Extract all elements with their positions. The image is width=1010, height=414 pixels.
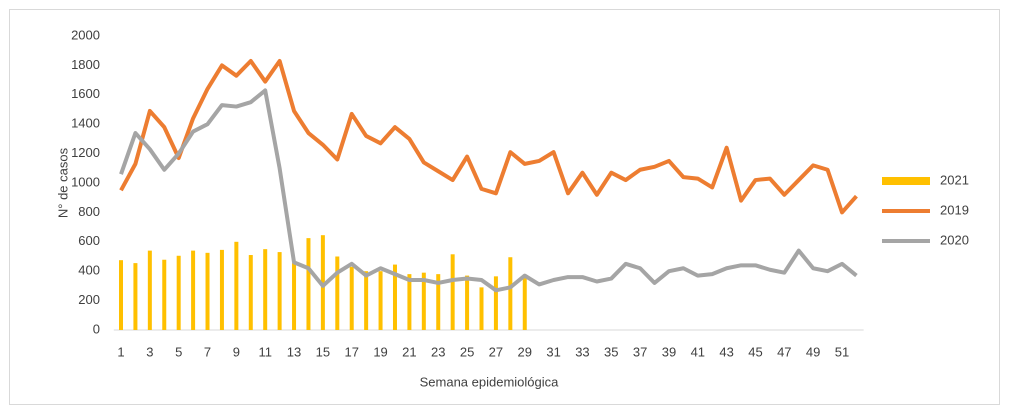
x-tick-label: 9 [233, 344, 240, 359]
x-tick-label: 39 [662, 344, 676, 359]
bar [407, 274, 412, 330]
x-tick-label: 15 [316, 344, 330, 359]
legend-label: 2020 [940, 232, 969, 247]
x-tick-label: 31 [546, 344, 560, 359]
y-tick-label: 1600 [71, 86, 100, 101]
bar [320, 235, 325, 330]
y-tick-label: 1200 [71, 145, 100, 160]
y-tick-label: 1400 [71, 116, 100, 131]
x-tick-label: 49 [806, 344, 820, 359]
bar [263, 249, 268, 330]
x-tick-label: 35 [604, 344, 618, 359]
bar [364, 271, 369, 330]
bar [421, 272, 426, 330]
x-tick-label: 3 [146, 344, 153, 359]
y-tick-label: 1800 [71, 57, 100, 72]
bar [277, 252, 282, 330]
x-tick-label: 13 [287, 344, 301, 359]
y-tick-label: 1000 [71, 174, 100, 189]
legend-label: 2021 [940, 172, 969, 187]
x-tick-label: 5 [175, 344, 182, 359]
x-tick-label: 33 [575, 344, 589, 359]
bar [176, 255, 181, 330]
x-tick-label: 51 [835, 344, 849, 359]
bar [392, 264, 397, 330]
legend-label: 2019 [940, 202, 969, 217]
x-axis-label: Semana epidemiológica [420, 374, 560, 389]
bar [508, 257, 513, 330]
x-tick-label: 43 [719, 344, 733, 359]
bar [479, 287, 484, 330]
bar [205, 252, 210, 330]
x-tick-label: 25 [460, 344, 474, 359]
x-tick-label: 1 [117, 344, 124, 359]
x-tick-label: 41 [691, 344, 705, 359]
bar [162, 259, 167, 330]
line-series [119, 88, 858, 293]
bar [234, 241, 239, 330]
bar [219, 249, 224, 330]
x-tick-label: 45 [748, 344, 762, 359]
x-tick-label: 27 [489, 344, 503, 359]
bar [493, 276, 498, 330]
bar [450, 254, 455, 330]
x-tick-label: 19 [373, 344, 387, 359]
x-tick-label: 7 [204, 344, 211, 359]
bar [133, 263, 138, 330]
bar [335, 256, 340, 330]
y-axis-label: N° de casos [55, 147, 70, 218]
chart-frame [9, 9, 1000, 405]
legend-swatch [882, 177, 930, 185]
y-tick-label: 200 [78, 292, 100, 307]
bar [306, 238, 311, 330]
x-tick-label: 47 [777, 344, 791, 359]
x-tick-label: 17 [344, 344, 358, 359]
bar [349, 266, 354, 330]
x-tick-label: 23 [431, 344, 445, 359]
bar [436, 274, 441, 330]
bar [147, 250, 152, 330]
x-tick-label: 29 [518, 344, 532, 359]
y-tick-label: 2000 [71, 27, 100, 42]
y-tick-label: 600 [78, 233, 100, 248]
bar [522, 275, 527, 330]
y-tick-label: 0 [93, 321, 100, 336]
line-series [119, 58, 858, 215]
bar [292, 263, 297, 330]
y-tick-label: 800 [78, 204, 100, 219]
x-tick-label: 21 [402, 344, 416, 359]
x-tick-label: 37 [633, 344, 647, 359]
y-tick-label: 400 [78, 263, 100, 278]
x-tick-label: 11 [258, 344, 272, 359]
bar [191, 250, 196, 330]
bar [248, 255, 253, 330]
bar [465, 275, 470, 330]
bar [378, 271, 383, 330]
bar [119, 260, 123, 330]
